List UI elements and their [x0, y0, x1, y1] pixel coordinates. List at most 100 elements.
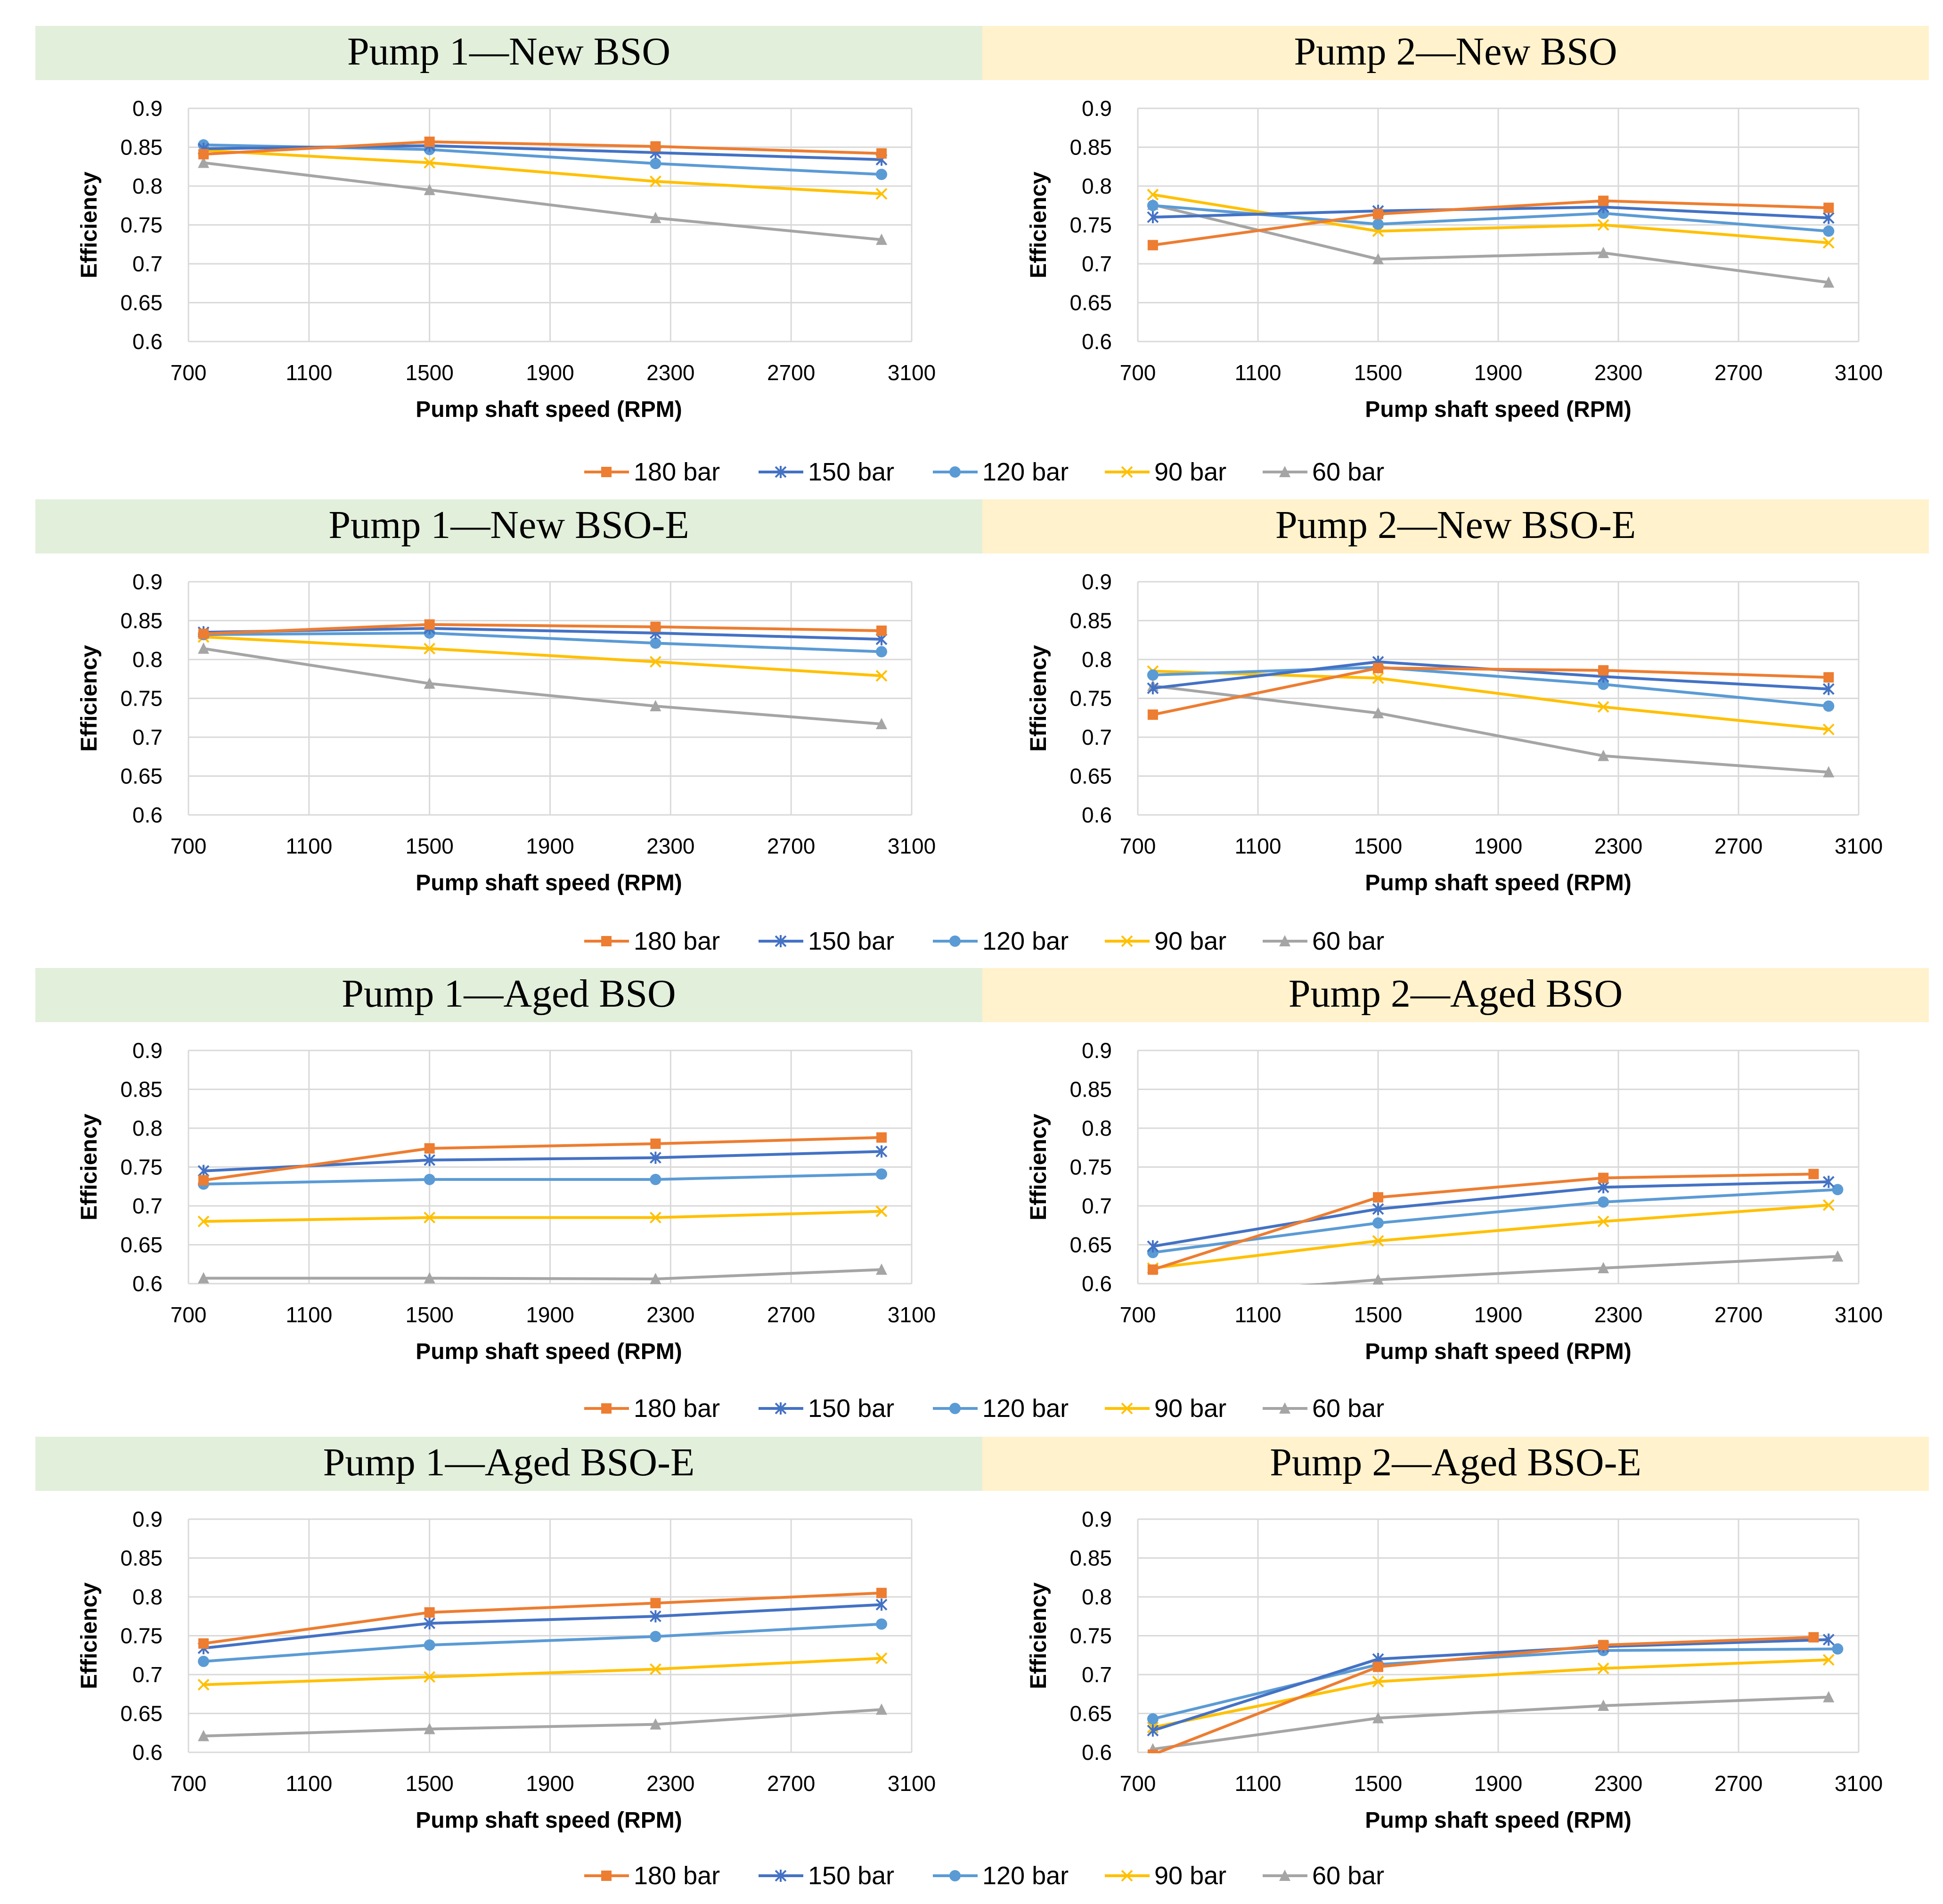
- series-line: [203, 140, 882, 156]
- x-tick-label: 1500: [405, 1771, 453, 1796]
- data-point: [424, 136, 435, 147]
- data-point: [876, 1618, 888, 1630]
- data-point: [424, 643, 436, 655]
- x-axis-title: Pump shaft speed (RPM): [1365, 1808, 1631, 1833]
- data-point: [1808, 1169, 1819, 1180]
- legend-marker: [949, 1870, 961, 1881]
- series-line: [1152, 684, 1829, 774]
- data-point: [1147, 188, 1159, 201]
- data-point: [650, 700, 661, 711]
- data-point: [650, 1631, 661, 1643]
- data-point: [424, 1617, 436, 1630]
- x-tick-label: 1900: [526, 1771, 574, 1796]
- data-point: [1597, 1215, 1609, 1228]
- title-banner: [35, 499, 982, 553]
- legend-label: 90 bar: [1154, 1862, 1226, 1890]
- y-tick-label: 0.6: [132, 803, 163, 827]
- legend-marker: [775, 935, 787, 947]
- data-point: [1147, 240, 1158, 251]
- data-point: [649, 1151, 661, 1164]
- data-point: [1147, 1264, 1158, 1275]
- legend-marker: [1279, 935, 1290, 946]
- data-point: [649, 1212, 661, 1224]
- data-point: [424, 1173, 435, 1185]
- y-tick-label: 0.7: [1082, 1662, 1112, 1687]
- x-tick-label: 1500: [405, 1302, 453, 1327]
- y-axis-title: Efficiency: [77, 1582, 102, 1689]
- legend-item: 90 bar: [1105, 927, 1226, 955]
- data-point: [1598, 749, 1609, 761]
- x-axis-title: Pump shaft speed (RPM): [1365, 397, 1631, 422]
- chart-panel: Pump 2—Aged BSO-E 0.6 0.65 0.7 0.75 0.8 0.85 0.…: [982, 1437, 1929, 1833]
- y-tick-label: 0.9: [1082, 1038, 1112, 1063]
- legend: 180 bar 150 bar 120 bar 90 bar 60 bar: [584, 1862, 1384, 1890]
- data-point: [197, 1679, 210, 1691]
- legend-item: 180 bar: [584, 458, 720, 486]
- series-line: [203, 161, 882, 241]
- series-line: [203, 631, 882, 653]
- data-point: [1832, 1643, 1844, 1655]
- series-line: [203, 1657, 882, 1686]
- y-tick-label: 0.6: [1082, 803, 1112, 827]
- legend-marker: [1121, 466, 1133, 478]
- title-banner: [982, 26, 1929, 80]
- x-tick-label: 3100: [888, 1302, 936, 1327]
- legend-item: 150 bar: [759, 927, 894, 955]
- data-point: [197, 642, 209, 654]
- series-line: [1152, 1658, 1829, 1729]
- data-point: [197, 1164, 210, 1177]
- y-tick-label: 0.6: [132, 329, 163, 354]
- y-tick-label: 0.7: [1082, 1194, 1112, 1218]
- y-tick-label: 0.75: [1069, 686, 1112, 711]
- x-tick-label: 700: [1120, 360, 1156, 385]
- legend-marker: [1279, 1870, 1290, 1881]
- y-tick-label: 0.75: [120, 1155, 163, 1180]
- title-banner: [982, 1437, 1929, 1491]
- x-tick-label: 3100: [1835, 360, 1883, 385]
- chart-title: Pump 1—New BSO-E: [328, 503, 689, 547]
- series-line: [1152, 205, 1829, 220]
- legend: 180 bar 150 bar 120 bar 90 bar 60 bar: [584, 458, 1384, 486]
- x-tick-label: 2300: [1594, 360, 1642, 385]
- data-point: [650, 621, 661, 632]
- x-tick-label: 1900: [526, 360, 574, 385]
- data-point: [650, 158, 661, 170]
- x-tick-label: 2700: [1714, 1302, 1763, 1327]
- legend-label: 120 bar: [982, 927, 1069, 955]
- chart-panel: Pump 1—Aged BSO 0.6 0.65 0.7 0.75 0.8 0.85 0.9 7…: [35, 968, 982, 1364]
- series-120-bar: [197, 1618, 888, 1667]
- y-tick-label: 0.75: [120, 686, 163, 711]
- series-180-bar: [198, 1587, 887, 1649]
- x-tick-label: 1900: [526, 1302, 574, 1327]
- data-point: [650, 1718, 661, 1730]
- series-line: [1152, 1638, 1829, 1732]
- series-line: [1152, 1647, 1838, 1720]
- plot-area: [1147, 188, 1835, 288]
- legend-item: 120 bar: [933, 1394, 1069, 1423]
- data-point: [1822, 1654, 1835, 1666]
- data-point: [1823, 672, 1834, 683]
- data-point: [1823, 225, 1835, 237]
- y-tick-label: 0.9: [1082, 96, 1112, 121]
- y-tick-label: 0.9: [1082, 1507, 1112, 1531]
- x-tick-label: 3100: [1835, 834, 1883, 858]
- y-tick-label: 0.65: [120, 764, 163, 789]
- x-tick-label: 3100: [1835, 1302, 1883, 1327]
- y-tick-label: 0.7: [1082, 252, 1112, 276]
- chart-title: Pump 2—New BSO-E: [1275, 503, 1636, 547]
- chart-title: Pump 1—Aged BSO: [342, 972, 676, 1016]
- x-tick-label: 700: [1120, 1302, 1156, 1327]
- legend-marker: [601, 1871, 612, 1881]
- series-line: [1152, 1695, 1829, 1751]
- data-point: [876, 646, 888, 658]
- legend-label: 60 bar: [1312, 1394, 1384, 1423]
- title-banner: [982, 968, 1929, 1022]
- legend-item: 180 bar: [584, 1862, 720, 1890]
- series-line: [1152, 1635, 1814, 1753]
- data-point: [1598, 1640, 1609, 1651]
- legend-item: 60 bar: [1263, 927, 1384, 955]
- series-line: [203, 149, 882, 195]
- data-point: [1597, 701, 1609, 713]
- x-tick-label: 1900: [1474, 360, 1522, 385]
- y-tick-label: 0.8: [132, 647, 163, 672]
